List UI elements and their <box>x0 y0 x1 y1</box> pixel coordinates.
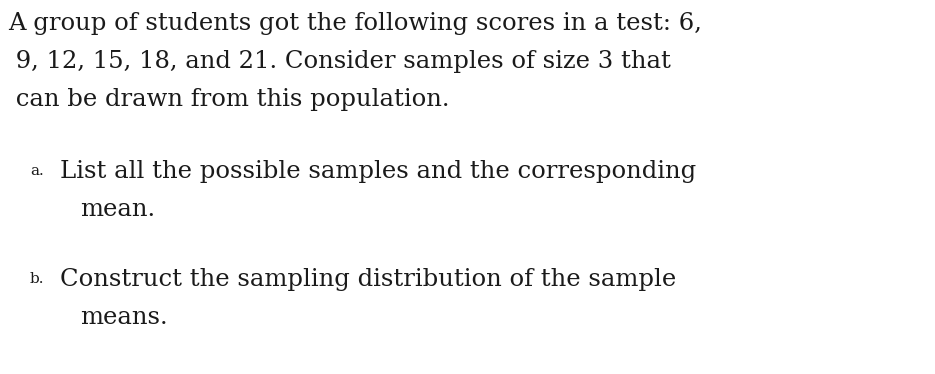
Text: A group of students got the following scores in a test: 6,: A group of students got the following sc… <box>8 12 702 35</box>
Text: b.: b. <box>30 272 45 286</box>
Text: List all the possible samples and the corresponding: List all the possible samples and the co… <box>60 160 697 183</box>
Text: means.: means. <box>80 306 167 329</box>
Text: Construct the sampling distribution of the sample: Construct the sampling distribution of t… <box>60 268 676 291</box>
Text: a.: a. <box>30 164 44 178</box>
Text: mean.: mean. <box>80 198 155 221</box>
Text: 9, 12, 15, 18, and 21. Consider samples of size 3 that: 9, 12, 15, 18, and 21. Consider samples … <box>8 50 671 73</box>
Text: can be drawn from this population.: can be drawn from this population. <box>8 88 450 111</box>
